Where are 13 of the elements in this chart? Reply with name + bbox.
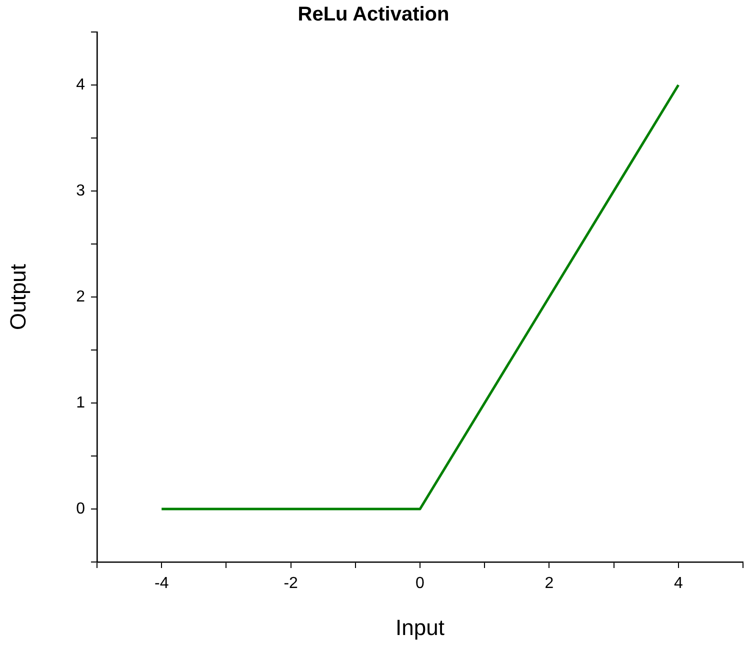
y-tick-label: 4 <box>76 76 86 94</box>
y-tick-label: 2 <box>76 288 86 306</box>
x-tick-label: -4 <box>154 575 169 592</box>
y-tick-label: 0 <box>76 500 86 518</box>
x-tick-label: 4 <box>674 575 683 592</box>
x-tick-label: 2 <box>544 575 554 592</box>
x-tick-label: 0 <box>416 575 425 592</box>
y-tick-label: 3 <box>76 182 86 200</box>
x-axis-title: Input <box>396 614 444 640</box>
x-tick-label: -2 <box>284 575 298 592</box>
chart-title: ReLu Activation <box>298 4 450 26</box>
y-tick-label: 1 <box>76 394 86 412</box>
y-axis-title: Output <box>5 264 30 330</box>
